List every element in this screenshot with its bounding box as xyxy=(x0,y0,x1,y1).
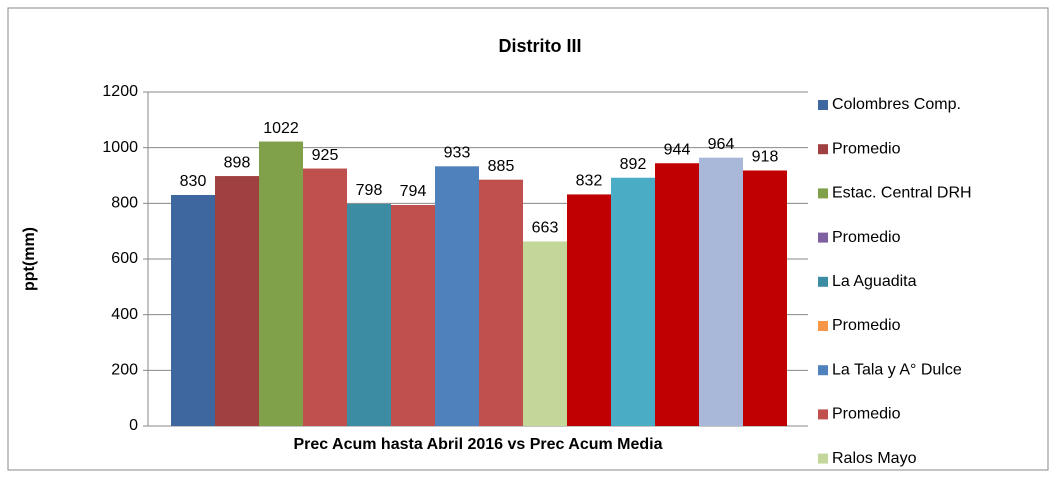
data-label: 925 xyxy=(312,147,339,164)
bar xyxy=(567,194,611,426)
legend-swatch xyxy=(818,409,828,420)
bar xyxy=(171,194,215,426)
data-label: 1022 xyxy=(263,120,299,137)
y-tick-label: 0 xyxy=(129,417,138,434)
bar xyxy=(611,177,655,426)
y-tick-label: 800 xyxy=(111,195,138,212)
bar xyxy=(303,168,347,426)
bar xyxy=(391,205,435,426)
legend-label: Colombres Comp. xyxy=(832,96,961,113)
data-label: 885 xyxy=(488,158,515,175)
data-label: 944 xyxy=(664,141,691,158)
x-axis-label: Prec Acum hasta Abril 2016 vs Prec Acum … xyxy=(293,436,662,453)
legend-label: Promedio xyxy=(832,229,901,246)
bar xyxy=(699,157,743,427)
bar xyxy=(347,203,391,426)
data-label: 933 xyxy=(444,145,471,162)
legend-swatch xyxy=(818,276,828,287)
legend-label: La Aguadita xyxy=(832,273,917,290)
legend-label: Estac. Central DRH xyxy=(832,185,972,202)
legend-label: Promedio xyxy=(832,140,901,157)
y-tick-label: 200 xyxy=(111,362,138,379)
y-axis-label: ppt(mm) xyxy=(21,227,38,291)
chart-title: Distrito III xyxy=(498,36,581,56)
y-tick-label: 600 xyxy=(111,250,138,267)
data-label: 832 xyxy=(576,173,603,190)
legend-swatch xyxy=(818,321,828,331)
legend-label: Ralos Mayo xyxy=(832,450,917,467)
legend-swatch xyxy=(818,188,828,199)
bar xyxy=(215,176,259,426)
y-tick-label: 1200 xyxy=(102,83,138,100)
data-label: 794 xyxy=(400,183,427,200)
y-tick-label: 400 xyxy=(111,306,138,323)
data-label: 892 xyxy=(620,156,647,173)
data-label: 964 xyxy=(708,136,735,153)
bar xyxy=(743,170,787,426)
legend-swatch xyxy=(818,100,828,110)
data-label: 918 xyxy=(752,149,779,166)
legend-label: Promedio xyxy=(832,317,901,334)
bar xyxy=(523,241,567,426)
data-label: 798 xyxy=(356,182,383,199)
legend-swatch xyxy=(818,232,828,243)
legend-label: La Tala y A° Dulce xyxy=(832,361,962,378)
data-label: 663 xyxy=(532,220,559,237)
bar xyxy=(479,179,523,426)
bar xyxy=(259,141,303,426)
bar xyxy=(655,163,699,426)
data-label: 830 xyxy=(180,173,207,190)
legend-swatch xyxy=(818,453,828,464)
data-label: 898 xyxy=(224,154,251,171)
legend-label: Promedio xyxy=(832,406,901,423)
legend-swatch xyxy=(818,144,828,155)
y-tick-label: 1000 xyxy=(102,139,138,156)
bar xyxy=(435,166,479,426)
legend-swatch xyxy=(818,365,828,376)
